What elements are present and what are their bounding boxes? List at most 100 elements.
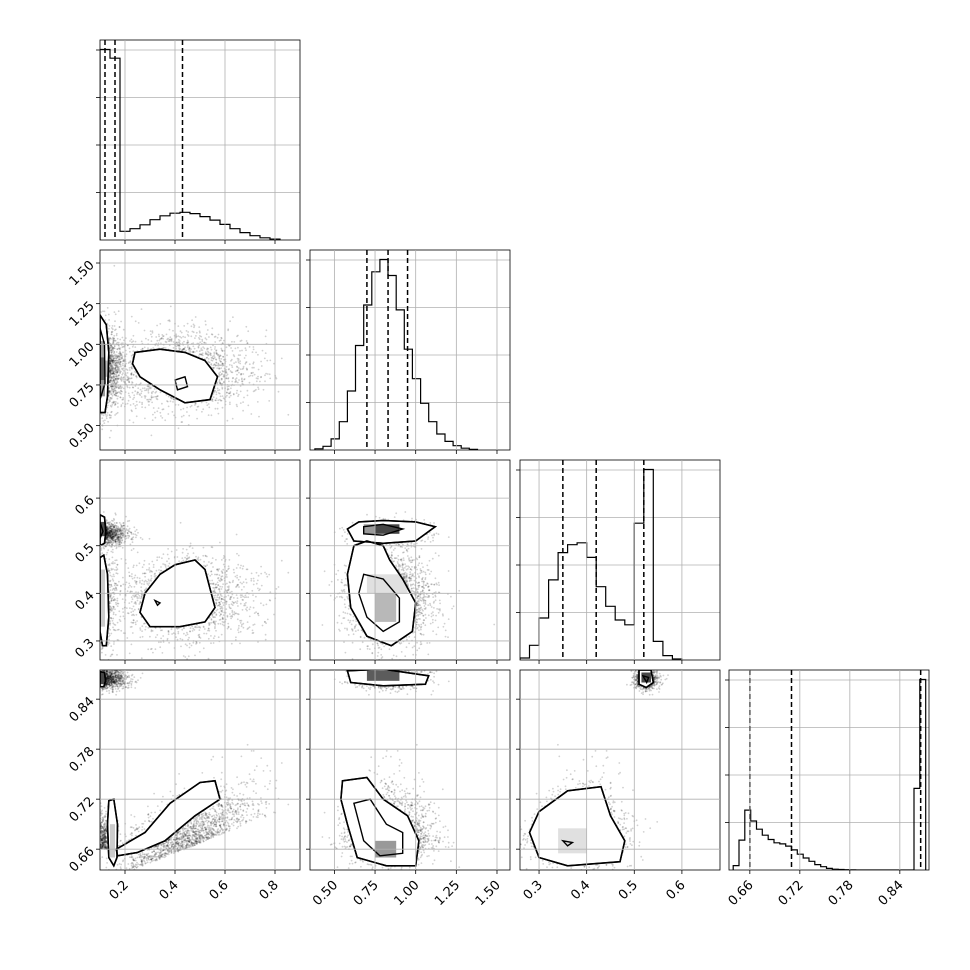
- sample-point: [175, 336, 177, 339]
- sample-point: [138, 562, 141, 565]
- sample-point: [228, 585, 230, 588]
- sample-point: [194, 337, 196, 339]
- sample-point: [108, 390, 111, 393]
- sample-point: [243, 596, 246, 599]
- sample-point: [307, 345, 309, 347]
- sample-point: [115, 364, 118, 367]
- sample-point: [109, 531, 112, 534]
- sample-point: [177, 341, 180, 344]
- sample-point: [195, 409, 198, 411]
- sample-point: [218, 379, 221, 381]
- sample-point: [168, 319, 171, 321]
- sample-point: [133, 608, 136, 611]
- sample-point: [251, 366, 254, 369]
- sample-point: [166, 400, 168, 402]
- sample-point: [107, 535, 109, 538]
- sample-point: [207, 347, 210, 350]
- sample-point: [196, 417, 199, 420]
- sample-point: [186, 333, 189, 336]
- sample-point: [177, 335, 180, 337]
- sample-point: [109, 373, 111, 375]
- sample-point: [111, 368, 114, 371]
- sample-point: [140, 392, 143, 395]
- sample-point: [265, 622, 267, 625]
- sample-point: [128, 575, 131, 577]
- sample-point: [175, 333, 178, 336]
- sample-point: [114, 368, 117, 370]
- sample-point: [204, 320, 207, 323]
- sample-point: [111, 380, 114, 383]
- sample-point: [244, 362, 247, 365]
- sample-point: [112, 372, 114, 375]
- sample-point: [112, 363, 115, 366]
- sample-point: [111, 385, 114, 388]
- sample-point: [112, 359, 114, 362]
- sample-point: [180, 336, 183, 339]
- sample-point: [239, 340, 242, 342]
- sample-point: [114, 357, 116, 359]
- sample-point: [257, 375, 259, 378]
- sample-point: [109, 347, 111, 349]
- sample-point: [117, 355, 120, 358]
- sample-point: [105, 535, 108, 537]
- sample-point: [115, 375, 117, 378]
- sample-point: [156, 398, 159, 401]
- sample-point: [144, 395, 147, 398]
- sample-point: [170, 340, 173, 343]
- sample-point: [115, 366, 118, 368]
- sample-point: [167, 631, 170, 634]
- sample-point: [109, 379, 111, 382]
- sample-point: [110, 362, 112, 364]
- sample-point: [166, 338, 169, 341]
- sample-point: [192, 323, 195, 326]
- sample-point: [119, 396, 122, 399]
- sample-point: [221, 586, 224, 588]
- sample-point: [115, 332, 118, 335]
- sample-point: [207, 414, 210, 416]
- sample-point: [164, 566, 167, 568]
- sample-point: [127, 399, 130, 402]
- sample-point: [110, 373, 113, 375]
- sample-point: [219, 618, 222, 621]
- sample-point: [146, 385, 149, 388]
- sample-point: [206, 348, 208, 351]
- sample-point: [122, 359, 125, 362]
- sample-point: [120, 370, 122, 373]
- sample-point: [200, 349, 203, 351]
- sample-point: [112, 372, 115, 374]
- sample-point: [119, 364, 122, 366]
- sample-point: [240, 596, 242, 599]
- sample-point: [111, 346, 114, 349]
- sample-point: [104, 314, 107, 317]
- sample-point: [129, 543, 132, 546]
- sample-point: [110, 376, 113, 378]
- sample-point: [233, 611, 236, 613]
- sample-point: [217, 333, 220, 336]
- sample-point: [150, 396, 153, 399]
- sample-point: [100, 413, 103, 416]
- sample-point: [111, 356, 114, 359]
- sample-point: [106, 532, 109, 535]
- sample-point: [111, 359, 114, 362]
- sample-point: [112, 537, 114, 540]
- sample-point: [182, 548, 185, 550]
- sample-point: [248, 608, 251, 611]
- sample-point: [229, 581, 232, 584]
- sample-point: [186, 633, 189, 636]
- sample-point: [112, 375, 114, 378]
- sample-point: [186, 339, 189, 342]
- sample-point: [204, 342, 207, 344]
- sample-point: [143, 622, 145, 625]
- sample-point: [116, 386, 119, 389]
- sample-point: [252, 606, 255, 609]
- sample-point: [234, 378, 237, 381]
- sample-point: [122, 583, 125, 586]
- sample-point: [210, 364, 213, 366]
- sample-point: [204, 353, 207, 355]
- sample-point: [111, 373, 114, 375]
- sample-point: [147, 391, 150, 394]
- sample-point: [101, 417, 104, 420]
- sample-point: [148, 385, 151, 388]
- sample-point: [112, 535, 114, 537]
- sample-point: [189, 349, 191, 352]
